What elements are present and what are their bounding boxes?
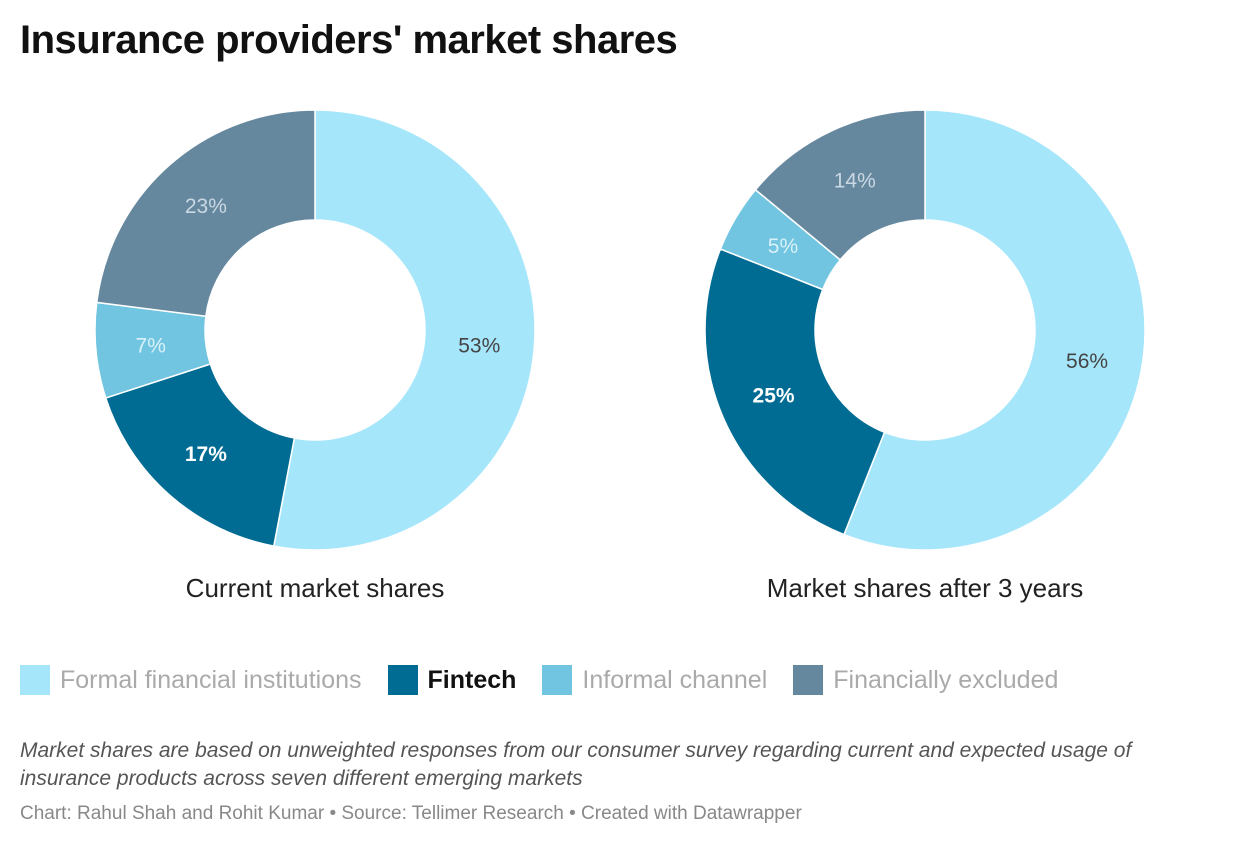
donut-1-slice-fintech xyxy=(104,363,296,547)
legend-item-informal: Informal channel xyxy=(542,665,767,695)
legend-label-formal: Formal financial institutions xyxy=(60,665,362,694)
legend-swatch-fintech xyxy=(387,665,418,695)
chart-footer: Chart: Rahul Shah and Rohit Kumar • Sour… xyxy=(20,803,802,824)
legend-label-fintech: Fintech xyxy=(427,665,517,694)
legend-item-formal: Formal financial institutions xyxy=(20,665,362,695)
legend-label-informal: Informal channel xyxy=(582,665,768,694)
legend: Formal financial institutions Fintech In… xyxy=(20,660,1084,700)
legend-item-fintech: Fintech xyxy=(387,665,517,695)
donut-2-label-informal: 5% xyxy=(768,235,798,258)
legend-swatch-formal xyxy=(20,665,50,695)
donut-2-slice-formal xyxy=(843,109,1146,551)
donut-2-label-excluded: 14% xyxy=(834,170,876,193)
donut-2-subtitle: Market shares after 3 years xyxy=(767,573,1083,603)
donut-1-slice-formal xyxy=(272,109,536,551)
donut-1-label-formal: 53% xyxy=(458,335,500,358)
donut-1-label-excluded: 23% xyxy=(185,195,227,218)
legend-item-excluded: Financially excluded xyxy=(793,665,1058,695)
legend-swatch-excluded xyxy=(793,665,824,695)
donut-1-subtitle: Current market shares xyxy=(186,573,445,603)
donut-1-slice-excluded xyxy=(95,109,316,318)
legend-label-excluded: Financially excluded xyxy=(833,665,1059,694)
legend-swatch-informal xyxy=(542,665,573,695)
donut-charts: 53% 17% 7% 23% Current market shares 56% 25% 5%… xyxy=(94,109,1146,603)
donut-2-label-formal: 56% xyxy=(1066,350,1108,373)
donut-2-label-fintech: 25% xyxy=(753,385,795,408)
donut-1-label-informal: 7% xyxy=(136,335,166,358)
donut-1-label-fintech: 17% xyxy=(185,443,227,466)
chart-title: Insurance providers' market shares xyxy=(20,18,678,62)
donut-2-slice-excluded xyxy=(754,109,926,261)
donut-2-slice-fintech xyxy=(704,248,886,536)
chart-note: Market shares are based on unweighted re… xyxy=(20,739,1132,790)
